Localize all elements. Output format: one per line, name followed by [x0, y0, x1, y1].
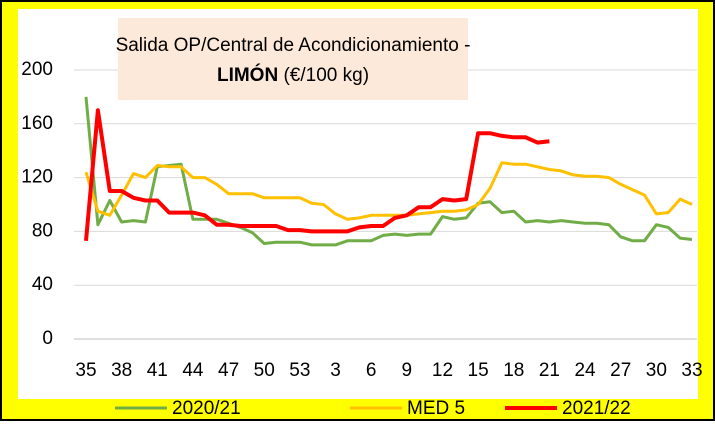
y-tick-label: 120 — [21, 167, 53, 188]
x-tick-label: 24 — [574, 360, 596, 381]
title-unit: (€/100 kg) — [283, 65, 369, 86]
title-product: LIMÓN — [217, 64, 278, 86]
y-tick-label: 200 — [21, 59, 53, 80]
x-tick-label: 6 — [366, 360, 377, 381]
x-tick-label: 21 — [539, 360, 560, 381]
x-tick-label: 30 — [646, 360, 667, 381]
legend-label: 2021/22 — [562, 398, 631, 419]
x-tick-label: 44 — [182, 360, 204, 381]
legend-label: MED 5 — [407, 398, 465, 419]
chart-subtitle: LIMÓN (€/100 kg) — [217, 64, 369, 86]
x-tick-label: 18 — [503, 360, 524, 381]
title-box — [118, 18, 468, 100]
y-tick-label: 0 — [42, 328, 53, 349]
x-tick-label: 41 — [147, 360, 168, 381]
x-tick-label: 33 — [681, 360, 702, 381]
line-series — [84, 161, 693, 221]
y-tick-label: 80 — [32, 220, 53, 241]
line-series — [84, 96, 693, 247]
y-tick-label: 40 — [32, 274, 53, 295]
x-tick-label: 35 — [75, 360, 96, 381]
x-tick-label: 12 — [432, 360, 453, 381]
y-tick-label: 160 — [21, 113, 53, 134]
x-tick-label: 50 — [254, 360, 275, 381]
x-tick-label: 27 — [610, 360, 631, 381]
x-tick-label: 47 — [218, 360, 239, 381]
x-tick-label: 15 — [468, 360, 489, 381]
chart-title: Salida OP/Central de Acondicionamiento - — [116, 35, 471, 56]
x-tick-label: 3 — [330, 360, 341, 381]
legend-label: 2020/21 — [172, 398, 241, 419]
x-tick-label: 38 — [111, 360, 132, 381]
x-tick-label: 53 — [289, 360, 310, 381]
x-tick-label: 9 — [402, 360, 413, 381]
lines — [84, 96, 693, 247]
line-series — [84, 108, 550, 241]
